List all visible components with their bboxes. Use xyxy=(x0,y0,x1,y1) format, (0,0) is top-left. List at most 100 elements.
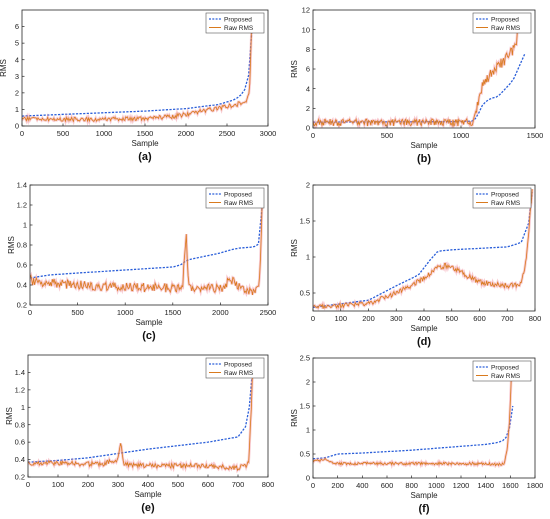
y-tick-label: 0.5 xyxy=(300,289,310,298)
x-tick-label: 200 xyxy=(82,480,95,489)
legend-label: Proposed xyxy=(224,361,252,368)
x-tick-label: 2500 xyxy=(260,308,277,317)
x-tick-label: 500 xyxy=(172,480,185,489)
x-tick-label: 0 xyxy=(311,481,315,490)
y-tick-label: 3 xyxy=(15,72,19,81)
x-tick-label: 0 xyxy=(28,308,32,317)
x-tick-label: 1000 xyxy=(453,131,470,140)
x-axis-label: Sample xyxy=(131,139,159,148)
y-tick-label: 6 xyxy=(15,22,19,31)
x-tick-label: 0 xyxy=(20,129,24,138)
x-tick-label: 800 xyxy=(529,314,542,323)
x-tick-label: 1000 xyxy=(96,129,113,138)
x-tick-label: 400 xyxy=(356,481,369,490)
series-group xyxy=(28,360,255,474)
legend-label: Proposed xyxy=(491,16,519,23)
y-tick-label: 4 xyxy=(306,84,310,93)
x-tick-label: 1500 xyxy=(164,308,181,317)
series-group xyxy=(30,193,264,298)
x-tick-label: 200 xyxy=(331,481,344,490)
x-axis-label: Sample xyxy=(410,491,438,500)
legend: Proposed Raw RMS xyxy=(472,12,532,34)
x-tick-label: 2500 xyxy=(219,129,236,138)
x-axis-label: Sample xyxy=(410,324,438,333)
x-tick-label: 400 xyxy=(142,480,155,489)
y-tick-label: 6 xyxy=(306,65,310,74)
y-tick-label: 0.4 xyxy=(17,281,27,290)
x-tick-label: 800 xyxy=(262,480,275,489)
legend-label: Proposed xyxy=(224,191,252,198)
y-tick-label: 2 xyxy=(306,181,310,190)
series-group xyxy=(22,17,254,126)
y-tick-label: 0.2 xyxy=(17,301,27,310)
panel-label: (d) xyxy=(417,336,431,348)
x-tick-label: 1500 xyxy=(527,131,544,140)
legend-label: Proposed xyxy=(491,364,519,371)
panel-label: (b) xyxy=(417,153,431,165)
y-tick-label: 2 xyxy=(306,378,310,387)
y-tick-label: 2 xyxy=(306,104,310,113)
axes-box xyxy=(312,357,536,479)
x-tick-label: 1400 xyxy=(477,481,494,490)
legend-label: Raw RMS xyxy=(491,25,521,32)
x-tick-label: 1600 xyxy=(502,481,519,490)
x-axis-label: Sample xyxy=(134,490,162,499)
x-tick-label: 1000 xyxy=(117,308,134,317)
y-tick-label: 0 xyxy=(306,124,310,133)
x-tick-label: 1800 xyxy=(527,481,544,490)
chart-panel-4: 0 100 200 300 400 500 600 700 800 0.5 1 1.5 2 Sample R… xyxy=(290,181,541,348)
y-tick-label: 1 xyxy=(306,253,310,262)
y-tick-label: 0.8 xyxy=(17,241,27,250)
y-tick-label: 1.4 xyxy=(15,368,25,377)
y-tick-label: 2 xyxy=(15,88,19,97)
y-tick-label: 1 xyxy=(15,105,19,114)
x-tick-label: 0 xyxy=(311,314,315,323)
x-tick-label: 100 xyxy=(334,314,347,323)
legend-label: Proposed xyxy=(491,191,519,198)
y-tick-label: 4 xyxy=(15,55,19,64)
raw-rms-line xyxy=(313,17,525,128)
x-tick-label: 0 xyxy=(311,131,315,140)
x-tick-label: 300 xyxy=(112,480,125,489)
x-tick-label: 500 xyxy=(381,131,394,140)
y-axis-label: RMS xyxy=(290,409,299,427)
proposed-line xyxy=(313,405,514,460)
y-tick-label: 0 xyxy=(15,122,19,131)
y-tick-label: 1.5 xyxy=(300,217,310,226)
x-tick-label: 500 xyxy=(57,129,70,138)
y-tick-label: 0.8 xyxy=(15,420,25,429)
y-tick-label: 0.4 xyxy=(15,455,25,464)
raw-rms-line xyxy=(30,193,263,295)
raw-rms-line xyxy=(22,17,253,123)
legend: Proposed Raw RMS xyxy=(205,187,265,209)
x-tick-label: 600 xyxy=(381,481,394,490)
y-tick-label: 10 xyxy=(302,25,310,34)
proposed-line xyxy=(22,23,254,117)
y-tick-label: 1.4 xyxy=(17,181,27,190)
legend: Proposed Raw RMS xyxy=(205,357,265,379)
legend-label: Raw RMS xyxy=(224,25,254,32)
x-tick-label: 1000 xyxy=(428,481,445,490)
x-tick-label: 800 xyxy=(405,481,418,490)
y-axis-label: RMS xyxy=(290,239,299,257)
series-group xyxy=(313,17,526,128)
chart-panel-5: 0 100 200 300 400 500 600 700 800 0.2 0.4 0.6 0.8 1 1.… xyxy=(5,354,275,514)
y-axis-label: RMS xyxy=(0,59,8,77)
chart-panel-1: 0 500 1000 1500 2000 2500 3000 0 1 2 3 4 5 6 Sample RMS… xyxy=(0,9,276,163)
raw-rms-line xyxy=(313,189,533,309)
panel-label: (e) xyxy=(141,502,155,514)
chart-panel-6: 0 200 400 600 800 1000 1200 1400 1600 1800 0 0.5 1 1.… xyxy=(290,354,543,515)
panel-label: (f) xyxy=(419,503,430,515)
y-tick-label: 0.2 xyxy=(15,473,25,482)
x-tick-label: 0 xyxy=(26,480,30,489)
x-axis-label: Sample xyxy=(135,318,163,327)
y-tick-label: 0.5 xyxy=(300,450,310,459)
series-group xyxy=(313,189,534,311)
x-tick-label: 100 xyxy=(52,480,65,489)
x-tick-label: 2000 xyxy=(178,129,195,138)
y-tick-label: 8 xyxy=(306,45,310,54)
x-axis-label: Sample xyxy=(410,141,438,150)
proposed-line xyxy=(28,363,254,463)
raw-rms-glow-line xyxy=(313,368,513,469)
